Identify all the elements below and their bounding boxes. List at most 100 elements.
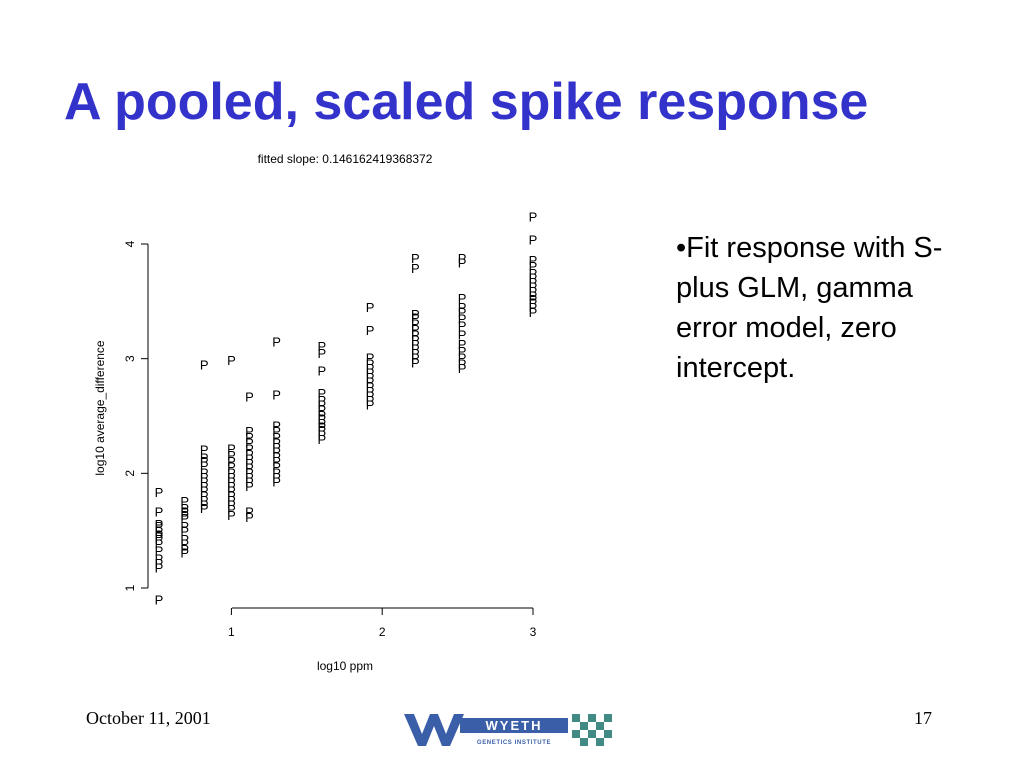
data-point: P (155, 536, 164, 551)
data-point: P (411, 337, 420, 352)
data-point: P (245, 456, 254, 471)
data-point: P (318, 416, 327, 431)
slide-title: A pooled, scaled spike response (64, 73, 869, 131)
data-point: P (245, 470, 254, 485)
data-point: P (318, 398, 327, 413)
data-point: P (155, 532, 164, 547)
y-axis-ticks: 1 2 3 4 (123, 240, 148, 591)
data-point: P (227, 465, 236, 480)
data-point: P (245, 390, 254, 405)
data-point: P (200, 450, 209, 465)
data-point: P (366, 323, 375, 338)
logo-checker-icon (572, 714, 612, 746)
data-points: PPPPPPPPPPPPPPPPPPPPPPPPPPPPPPPPPPPPPPPP… (155, 210, 538, 608)
data-point: P (155, 519, 164, 534)
data-point: P (155, 504, 164, 519)
scatter-plot: fitted slope: 0.146162419368372 1 2 3 4 1 2 3… (93, 152, 538, 673)
data-point: P (529, 259, 538, 274)
data-point: P (227, 475, 236, 490)
data-point: P (200, 493, 209, 508)
logo-name: WYETH (486, 718, 543, 733)
data-point: P (366, 393, 375, 408)
data-point: P (272, 418, 281, 433)
data-point: P (529, 280, 538, 295)
data-point: P (155, 543, 164, 558)
x-tick-label: 2 (379, 625, 386, 639)
data-point: P (180, 511, 189, 526)
data-point: P (245, 510, 254, 525)
data-point: P (318, 402, 327, 417)
wyeth-w-logo-icon (404, 714, 464, 746)
data-point: P (366, 361, 375, 376)
data-point: P (180, 519, 189, 534)
data-point: P (318, 408, 327, 423)
data-point: P (272, 445, 281, 460)
chart-title: fitted slope: 0.146162419368372 (258, 152, 433, 166)
data-point: P (411, 261, 420, 276)
data-point: P (366, 370, 375, 385)
data-point: P (245, 430, 254, 445)
data-point: P (155, 527, 164, 542)
data-point: P (200, 497, 209, 512)
data-point: P (155, 530, 164, 545)
data-point: P (411, 316, 420, 331)
data-point: P (458, 337, 467, 352)
data-point: P (529, 284, 538, 299)
data-point: P (227, 454, 236, 469)
data-point: P (227, 497, 236, 512)
data-point: P (245, 436, 254, 451)
data-point: P (529, 266, 538, 281)
data-point: P (180, 501, 189, 516)
data-point: P (200, 454, 209, 469)
y-tick-label: 4 (123, 240, 137, 247)
data-point: P (529, 233, 538, 248)
data-point: P (458, 305, 467, 320)
data-point: P (155, 524, 164, 539)
data-point: P (155, 517, 164, 532)
data-point: P (227, 460, 236, 475)
data-point: P (458, 312, 467, 327)
data-point: P (366, 351, 375, 366)
data-point: P (155, 485, 164, 500)
data-point: P (366, 389, 375, 404)
data-point: P (366, 300, 375, 315)
data-point: P (411, 311, 420, 326)
logo-subtitle: GENETICS INSTITUTE (477, 740, 551, 746)
data-point: P (366, 384, 375, 399)
x-tick-label: 3 (530, 625, 537, 639)
data-point: P (272, 460, 281, 475)
data-point: P (155, 556, 164, 571)
data-point: P (458, 361, 467, 376)
data-point: P (272, 440, 281, 455)
data-point: P (155, 593, 164, 608)
data-point: P (318, 411, 327, 426)
data-point: P (155, 551, 164, 566)
data-point: P (318, 363, 327, 378)
data-point: P (245, 504, 254, 519)
data-point: P (227, 479, 236, 494)
footer-date: October 11, 2001 (86, 708, 211, 728)
data-point: P (458, 300, 467, 315)
data-point: P (227, 484, 236, 499)
data-point: P (366, 366, 375, 381)
data-point: P (180, 536, 189, 551)
data-point: P (411, 351, 420, 366)
data-point: P (227, 493, 236, 508)
data-point: P (411, 307, 420, 322)
data-point: P (245, 424, 254, 439)
data-point: P (272, 470, 281, 485)
data-point: P (180, 508, 189, 523)
data-point: P (200, 484, 209, 499)
data-point: P (155, 561, 164, 576)
data-point: P (227, 502, 236, 517)
data-point: P (411, 341, 420, 356)
data-point: P (180, 546, 189, 561)
data-point: P (529, 210, 538, 225)
data-point: P (200, 488, 209, 503)
wyeth-logo: WYETH GENETICS INSTITUTE (404, 714, 612, 746)
data-point: P (200, 479, 209, 494)
page-number: 17 (914, 708, 932, 728)
x-axis-ticks: 1 2 3 (228, 608, 537, 639)
data-point: P (227, 441, 236, 456)
data-point: P (180, 524, 189, 539)
